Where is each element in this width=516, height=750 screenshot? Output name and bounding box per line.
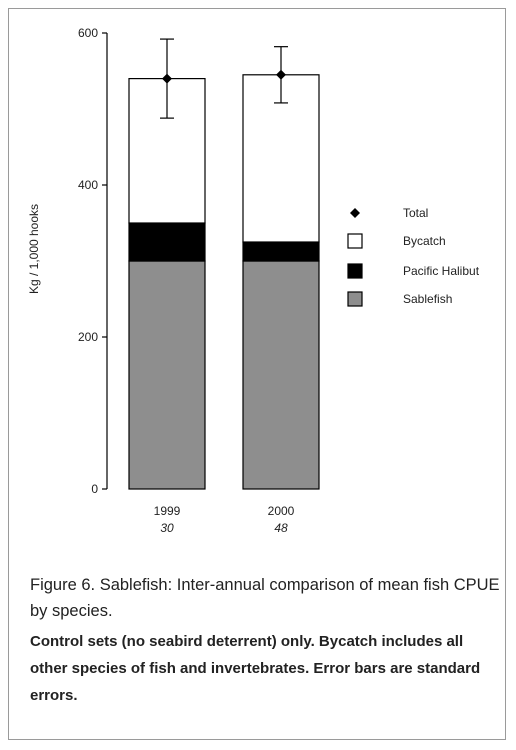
x-category-label: 2000: [268, 504, 295, 518]
y-tick-label: 600: [78, 26, 98, 40]
legend-swatch-pacific-halibut: [347, 263, 363, 279]
x-sample-size-label: 30: [160, 521, 174, 535]
x-sample-size-label: 48: [274, 521, 288, 535]
total-marker: [162, 73, 172, 84]
stacked-bar-chart: 0 200 400 600 Kg / 1,000 hooks 1999 30 2000 48 To…: [27, 26, 480, 535]
legend-swatch-sablefish: [347, 291, 363, 307]
bar-segment-pacific-halibut: [242, 241, 320, 262]
caption-note: Control sets (no seabird deterrent) only…: [30, 633, 481, 704]
figure-frame: 0 200 400 600 Kg / 1,000 hooks 1999 30 2000 48 To…: [8, 8, 506, 740]
bar-segment-sablefish: [242, 260, 320, 490]
legend-label: Pacific Halibut: [403, 264, 480, 278]
total-marker: [276, 69, 286, 80]
y-axis-title: Kg / 1,000 hooks: [27, 204, 41, 294]
legend-total-marker: [350, 208, 360, 218]
y-tick-label: 0: [91, 482, 98, 496]
legend-label: Bycatch: [403, 234, 446, 248]
caption-title: Figure 6. Sablefish: Inter-annual compar…: [30, 576, 500, 620]
bar-segment-sablefish: [128, 260, 206, 490]
y-tick-label: 400: [78, 178, 98, 192]
legend-label: Sablefish: [403, 292, 452, 306]
y-tick-label: 200: [78, 330, 98, 344]
x-category-label: 1999: [154, 504, 181, 518]
legend-label: Total: [403, 206, 428, 220]
legend-swatch-bycatch: [347, 233, 363, 249]
figure-caption: Figure 6. Sablefish: Inter-annual compar…: [30, 572, 500, 709]
bar-segment-pacific-halibut: [128, 222, 206, 262]
